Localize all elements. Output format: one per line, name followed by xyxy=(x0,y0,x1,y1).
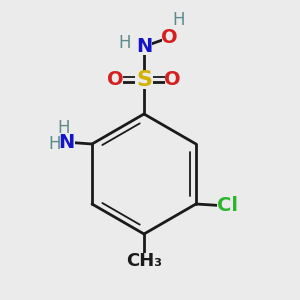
Text: Cl: Cl xyxy=(217,196,238,215)
Text: H: H xyxy=(118,34,131,52)
Text: O: O xyxy=(161,28,178,47)
Bar xyxy=(136,38,152,55)
Bar xyxy=(162,30,177,45)
Text: H: H xyxy=(57,119,70,137)
Text: S: S xyxy=(136,70,152,89)
Text: N: N xyxy=(58,133,75,152)
Bar xyxy=(165,72,180,87)
Bar xyxy=(108,72,123,87)
Bar xyxy=(131,253,157,269)
Text: N: N xyxy=(136,37,152,56)
Text: H: H xyxy=(172,11,185,29)
Bar xyxy=(58,134,75,151)
Text: H: H xyxy=(48,135,61,153)
Bar xyxy=(135,70,153,88)
Text: O: O xyxy=(107,70,124,89)
Text: CH₃: CH₃ xyxy=(126,252,162,270)
Text: O: O xyxy=(164,70,181,89)
Bar xyxy=(217,197,238,214)
